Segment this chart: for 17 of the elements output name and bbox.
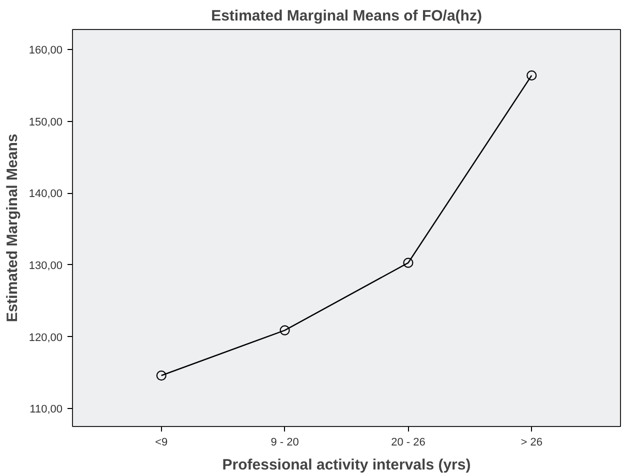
x-axis-title: Professional activity intervals (yrs) — [222, 456, 471, 474]
x-tick-label: 9 - 20 — [270, 436, 299, 448]
point — [280, 325, 290, 336]
y-tick-label: 160,00 — [28, 44, 63, 57]
y-tick-label: 120,00 — [28, 332, 63, 344]
point — [156, 370, 166, 381]
y-tick-label: 140,00 — [28, 188, 63, 200]
point — [526, 70, 537, 80]
y-axis-title: Estimated Marginal Means — [4, 134, 21, 322]
point — [403, 258, 414, 268]
x-tick-label: 20 - 26 — [391, 436, 426, 448]
y-tick-label: 110,00 — [30, 404, 62, 416]
chart-title: Estimated Marginal Means of FO/a(hz) — [211, 8, 482, 24]
y-tick-label: 130,00 — [28, 260, 63, 272]
x-tick-label: <9 — [155, 436, 168, 448]
x-tick-label: > 26 — [520, 436, 542, 448]
y-tick-label: 150,00 — [28, 116, 63, 128]
